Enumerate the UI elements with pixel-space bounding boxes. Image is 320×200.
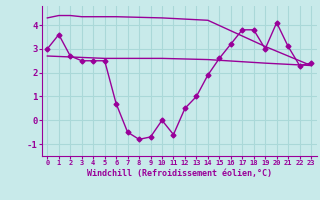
- X-axis label: Windchill (Refroidissement éolien,°C): Windchill (Refroidissement éolien,°C): [87, 169, 272, 178]
